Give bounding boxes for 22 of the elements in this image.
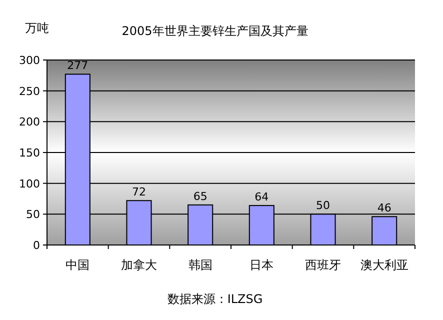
data-label: 64	[254, 190, 269, 204]
x-tick-label: 中国	[66, 258, 90, 272]
chart-title: 2005年世界主要锌生产国及其产量	[122, 24, 308, 38]
y-tick-label: 100	[19, 177, 40, 190]
source-note: 数据来源：ILZSG	[167, 292, 263, 306]
x-tick-label: 西班牙	[305, 258, 341, 272]
y-tick-label: 300	[19, 54, 40, 67]
x-tick-label: 加拿大	[121, 258, 157, 272]
data-label: 50	[316, 199, 330, 212]
y-tick-label: 250	[19, 84, 40, 98]
data-label: 72	[132, 186, 146, 199]
y-axis-title: 万吨	[25, 21, 49, 35]
y-tick-label: 200	[19, 116, 40, 129]
data-label: 65	[193, 190, 208, 203]
data-label: 277	[67, 59, 88, 72]
y-tick-label: 50	[26, 208, 40, 222]
y-tick-label: 0	[33, 239, 40, 252]
x-tick-label: 韩国	[188, 258, 212, 272]
x-tick-label: 澳大利亚	[360, 258, 408, 272]
y-tick-label: 150	[19, 146, 40, 160]
x-tick-label: 日本	[250, 258, 274, 272]
data-label: 46	[377, 202, 392, 215]
